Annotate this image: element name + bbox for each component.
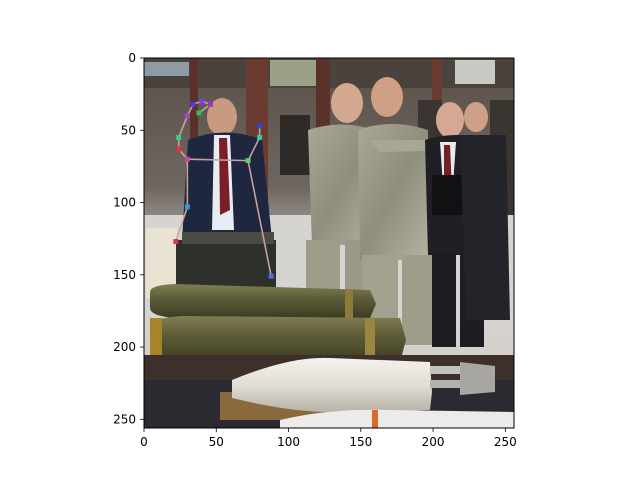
equipment-box <box>146 228 276 298</box>
keypoint-marker <box>176 146 182 152</box>
axes-frame <box>143 57 515 429</box>
keypoint-marker <box>184 204 190 210</box>
photo <box>144 58 514 428</box>
y-tick-label: 50 <box>121 123 136 137</box>
keypoint-marker <box>257 134 263 140</box>
keypoint-marker <box>196 110 202 116</box>
skeleton-link <box>187 158 249 162</box>
skeleton-link <box>247 160 272 277</box>
y-tick-label: 0 <box>128 51 136 65</box>
keypoint-marker <box>173 239 179 245</box>
y-tick-label: 150 <box>113 268 136 282</box>
keypoint-marker <box>184 113 190 119</box>
keypoint-marker <box>245 158 251 164</box>
x-tick-label: 200 <box>422 435 445 449</box>
keypoint-marker <box>176 134 182 140</box>
y-axis: 0 50 100 150 200 250 <box>113 51 144 426</box>
y-tick-label: 200 <box>113 340 136 354</box>
x-tick-label: 100 <box>277 435 300 449</box>
y-tick-label: 250 <box>113 412 136 426</box>
man-far-right <box>460 102 510 320</box>
x-tick-label: 250 <box>494 435 517 449</box>
pose-keypoints <box>173 98 274 279</box>
skeleton-link <box>177 115 189 138</box>
skeleton-link <box>247 137 261 161</box>
keypoint-marker <box>190 101 196 107</box>
olive-shell-bottom <box>150 316 406 362</box>
x-axis: 0 50 100 150 200 250 <box>140 428 517 449</box>
keypoint-marker <box>268 273 274 279</box>
skeleton-link <box>175 206 189 242</box>
x-tick-label: 50 <box>209 435 224 449</box>
y-tick-label: 100 <box>113 196 136 210</box>
keypoint-marker <box>257 123 263 129</box>
white-shell-front <box>280 409 514 428</box>
x-tick-label: 0 <box>140 435 148 449</box>
x-tick-label: 150 <box>349 435 372 449</box>
white-shell <box>220 357 495 420</box>
keypoint-marker <box>184 156 190 162</box>
keypoint-marker <box>199 98 205 104</box>
olive-shell-top <box>150 284 376 318</box>
keypoint-marker <box>207 101 213 107</box>
